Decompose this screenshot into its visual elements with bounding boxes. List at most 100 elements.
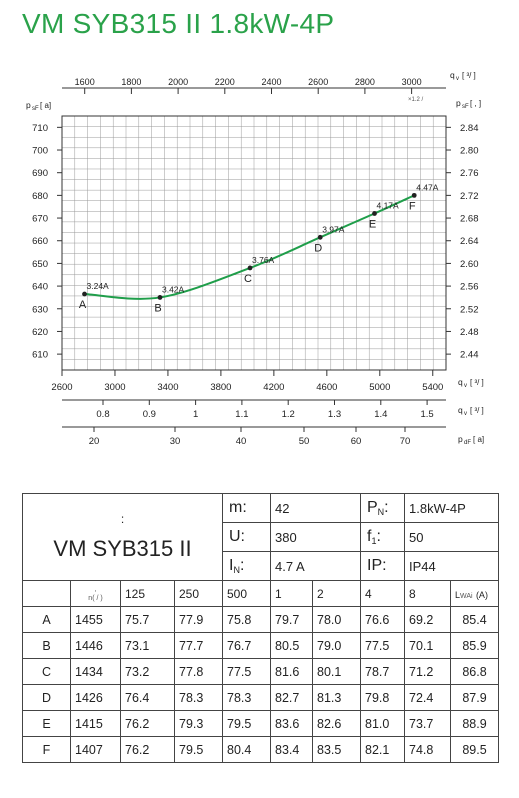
bottom3-tick-label: 60 bbox=[351, 436, 362, 447]
row-value: 76.4 bbox=[120, 684, 175, 711]
row-value: 83.5 bbox=[312, 736, 361, 763]
bottom2-tick-label: 1.2 bbox=[282, 409, 295, 420]
top-tick-label: 3000 bbox=[402, 77, 422, 87]
row-value: 75.7 bbox=[120, 606, 175, 633]
spec-header: : VM SYB315 II m: 42 PN: 1.8kW-4P U: 380… bbox=[22, 493, 499, 581]
f-key: f1: bbox=[360, 522, 405, 552]
bottom3-tick-label: 70 bbox=[400, 436, 411, 447]
point-current-label: 4.17A bbox=[376, 201, 399, 211]
row-speed: 1434 bbox=[70, 658, 121, 685]
bottom1-tick-label: 4200 bbox=[263, 382, 284, 393]
left-tick-label: 670 bbox=[32, 214, 48, 225]
row-label: E bbox=[22, 710, 71, 737]
bottom1-axis-label: q bbox=[458, 377, 463, 387]
n-header: , n( / ) bbox=[70, 580, 121, 607]
ip-key: IP: bbox=[360, 551, 405, 581]
n-header-text: n( / ) bbox=[88, 594, 103, 602]
top-tick-label: 2400 bbox=[261, 77, 281, 87]
freq-header: 2 bbox=[312, 580, 361, 607]
point-current-label: 3.76A bbox=[252, 255, 275, 265]
right-axis-sub: sF bbox=[462, 104, 469, 110]
top-axis-sub: v bbox=[456, 76, 459, 82]
bottom3-axis-sub: dF bbox=[464, 440, 471, 446]
left-tick-label: 640 bbox=[32, 282, 48, 293]
row-label: B bbox=[22, 632, 71, 659]
in-value: 4.7 A bbox=[270, 551, 361, 581]
row-speed: 1455 bbox=[70, 606, 121, 633]
bottom2-tick-label: 0.9 bbox=[143, 409, 156, 420]
row-value: 78.0 bbox=[312, 606, 361, 633]
row-value: 70.1 bbox=[404, 632, 451, 659]
lw-header-unit: (A) bbox=[475, 589, 488, 600]
row-value: 76.2 bbox=[120, 736, 175, 763]
point-letter-label: A bbox=[79, 299, 87, 311]
right-tick-label: 2.52 bbox=[460, 304, 479, 315]
point-letter-label: D bbox=[314, 242, 322, 254]
top-tick-label: 2600 bbox=[308, 77, 328, 87]
point-letter-label: C bbox=[244, 273, 252, 285]
lw-header-sub: WAi bbox=[460, 592, 473, 600]
right-tick-label: 2.76 bbox=[460, 168, 479, 179]
left-tick-label: 690 bbox=[32, 168, 48, 179]
row-value: 77.9 bbox=[174, 606, 223, 633]
top-tick-label: 2200 bbox=[215, 77, 235, 87]
noise-table: , n( / ) 125 250 500 1 2 4 8 LWAi (A) bbox=[22, 580, 499, 607]
top-axis-label: q bbox=[450, 70, 455, 80]
row-label: D bbox=[22, 684, 71, 711]
bottom1-axis-sub: v bbox=[464, 383, 467, 389]
bottom2-tick-label: 1.3 bbox=[328, 409, 341, 420]
row-value: 76.6 bbox=[360, 606, 405, 633]
in-key-text: I bbox=[229, 557, 234, 574]
row-value: 75.8 bbox=[222, 606, 271, 633]
lw-header: LWAi (A) bbox=[450, 580, 499, 607]
ip-value: IP44 bbox=[404, 551, 499, 581]
bottom3-axis-label: p bbox=[458, 434, 463, 444]
pn-value: 1.8kW-4P bbox=[404, 493, 499, 523]
right-tick-label: 2.64 bbox=[460, 236, 479, 247]
bottom3-tick-label: 50 bbox=[299, 436, 310, 447]
top-tick-label: 2000 bbox=[168, 77, 188, 87]
row-speed: 1426 bbox=[70, 684, 121, 711]
data-point bbox=[372, 211, 377, 216]
u-value: 380 bbox=[270, 522, 361, 552]
bottom2-tick-label: 0.8 bbox=[96, 409, 109, 420]
row-value: 78.3 bbox=[222, 684, 271, 711]
point-letter-label: B bbox=[154, 302, 161, 314]
row-lwa: 87.9 bbox=[450, 684, 499, 711]
right-axis-label: p bbox=[456, 98, 461, 108]
bottom1-tick-label: 3800 bbox=[210, 382, 231, 393]
top-tick-label: 1800 bbox=[121, 77, 141, 87]
point-current-label: 3.97A bbox=[322, 224, 345, 234]
bottom3-axis-unit: [ a] bbox=[473, 435, 484, 444]
left-tick-label: 630 bbox=[32, 304, 48, 315]
left-tick-label: 620 bbox=[32, 327, 48, 338]
freq-header: 8 bbox=[404, 580, 451, 607]
left-tick-label: 710 bbox=[32, 123, 48, 134]
top-axis-unit: [ ³/ ] bbox=[462, 71, 476, 80]
bottom2-axis-sub: v bbox=[464, 411, 467, 417]
row-value: 76.2 bbox=[120, 710, 175, 737]
row-lwa: 85.9 bbox=[450, 632, 499, 659]
point-current-label: 4.47A bbox=[416, 182, 439, 192]
row-value: 79.5 bbox=[222, 710, 271, 737]
left-tick-label: 700 bbox=[32, 146, 48, 157]
right-tick-label: 2.80 bbox=[460, 146, 479, 157]
row-value: 81.3 bbox=[312, 684, 361, 711]
bottom1-tick-label: 4600 bbox=[316, 382, 337, 393]
f-key-text: f bbox=[367, 528, 372, 545]
table-row: D 1426 76.4 78.3 78.3 82.7 81.3 79.8 72.4 87.9 bbox=[22, 684, 499, 711]
f-value: 50 bbox=[404, 522, 499, 552]
lw-header-text: L bbox=[455, 589, 461, 600]
spec-table: : VM SYB315 II m: 42 PN: 1.8kW-4P U: 380… bbox=[22, 493, 499, 763]
freq-header: 125 bbox=[120, 580, 175, 607]
freq-header: 500 bbox=[222, 580, 271, 607]
plot-frame bbox=[61, 115, 447, 371]
row-speed: 1415 bbox=[70, 710, 121, 737]
data-point bbox=[82, 291, 87, 297]
row-lwa: 89.5 bbox=[450, 736, 499, 763]
bottom1-tick-label: 3400 bbox=[157, 382, 178, 393]
row-value: 73.2 bbox=[120, 658, 175, 685]
row-value: 81.6 bbox=[270, 658, 313, 685]
top-axis-note: ×1.2 / bbox=[408, 97, 424, 103]
f-key-sub: 1 bbox=[371, 536, 377, 546]
